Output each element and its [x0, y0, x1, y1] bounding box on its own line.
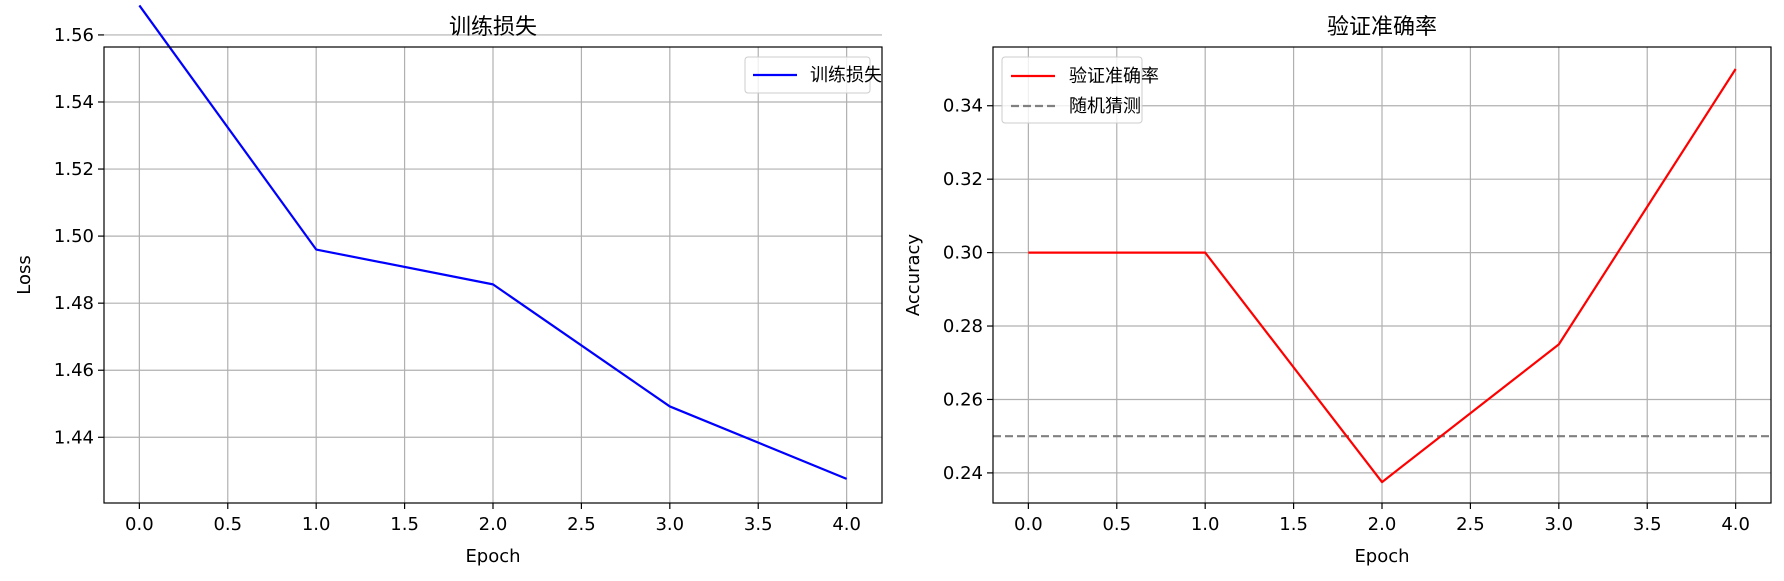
loss-x-tick-label: 1.0	[302, 514, 331, 535]
loss-y-tick-label: 1.54	[54, 92, 94, 113]
loss-x-tick-label: 3.0	[655, 514, 684, 535]
loss-grid	[104, 34, 882, 503]
accuracy-chart: 0.0 0.5 1.0 1.5 2.0 2.5 3.0 3.5 4.0 0.24 0.26 0.28…	[903, 15, 1772, 567]
loss-legend-label-0: 训练损失	[810, 65, 882, 86]
loss-y-tick-label: 1.52	[54, 159, 94, 180]
accuracy-x-tick-label: 3.5	[1633, 514, 1662, 535]
loss-y-ticks: 1.44 1.46 1.48 1.50 1.52 1.54 1.56	[54, 25, 104, 448]
loss-y-tick-label: 1.44	[54, 427, 94, 448]
loss-y-tick-label: 1.46	[54, 360, 94, 381]
accuracy-y-ticks: 0.24 0.26 0.28 0.30 0.32 0.34	[943, 96, 993, 484]
accuracy-legend-label-1: 随机猜测	[1069, 96, 1141, 117]
loss-chart: 0.0 0.5 1.0 1.5 2.0 2.5 3.0 3.5 4.0 1.44 1.46 1.48…	[14, 4, 883, 567]
accuracy-x-tick-label: 2.0	[1368, 514, 1397, 535]
accuracy-x-ticks: 0.0 0.5 1.0 1.5 2.0 2.5 3.0 3.5 4.0	[1014, 503, 1750, 535]
accuracy-y-tick-label: 0.24	[943, 463, 983, 484]
loss-y-tick-label: 1.56	[54, 25, 94, 46]
accuracy-chart-title: 验证准确率	[1327, 15, 1437, 40]
loss-y-tick-label: 1.50	[54, 226, 94, 247]
loss-x-tick-label: 1.5	[390, 514, 419, 535]
loss-y-tick-label: 1.48	[54, 293, 94, 314]
loss-x-tick-label: 2.5	[567, 514, 596, 535]
loss-x-axis-label: Epoch	[465, 546, 520, 567]
loss-chart-title: 训练损失	[449, 15, 537, 40]
accuracy-y-axis-label: Accuracy	[903, 234, 924, 317]
loss-x-tick-label: 0.0	[125, 514, 154, 535]
loss-legend: 训练损失	[744, 56, 882, 94]
accuracy-series	[993, 68, 1771, 484]
accuracy-x-tick-label: 0.5	[1102, 514, 1131, 535]
loss-x-tick-label: 4.0	[832, 514, 861, 535]
accuracy-x-tick-label: 0.0	[1014, 514, 1043, 535]
loss-series	[138, 4, 848, 480]
accuracy-y-tick-label: 0.34	[943, 96, 983, 117]
accuracy-x-tick-label: 2.5	[1456, 514, 1485, 535]
loss-legend-box	[744, 56, 871, 94]
accuracy-y-tick-label: 0.28	[943, 316, 983, 337]
loss-x-tick-label: 3.5	[744, 514, 773, 535]
loss-y-axis-label: Loss	[14, 255, 35, 294]
loss-plot-frame	[103, 46, 883, 504]
accuracy-legend-label-0: 验证准确率	[1069, 66, 1159, 87]
loss-x-ticks: 0.0 0.5 1.0 1.5 2.0 2.5 3.0 3.5 4.0	[125, 503, 861, 535]
accuracy-plot-frame	[992, 46, 1772, 504]
accuracy-x-tick-label: 1.0	[1191, 514, 1220, 535]
accuracy-y-tick-label: 0.26	[943, 389, 983, 410]
accuracy-y-tick-label: 0.30	[943, 243, 983, 264]
loss-x-tick-label: 2.0	[479, 514, 508, 535]
accuracy-legend: 验证准确率 随机猜测	[1001, 56, 1159, 124]
accuracy-x-tick-label: 1.5	[1279, 514, 1308, 535]
loss-x-tick-label: 0.5	[213, 514, 242, 535]
accuracy-x-axis-label: Epoch	[1354, 546, 1409, 567]
accuracy-y-tick-label: 0.32	[943, 169, 983, 190]
accuracy-x-tick-label: 3.0	[1544, 514, 1573, 535]
accuracy-x-tick-label: 4.0	[1721, 514, 1750, 535]
